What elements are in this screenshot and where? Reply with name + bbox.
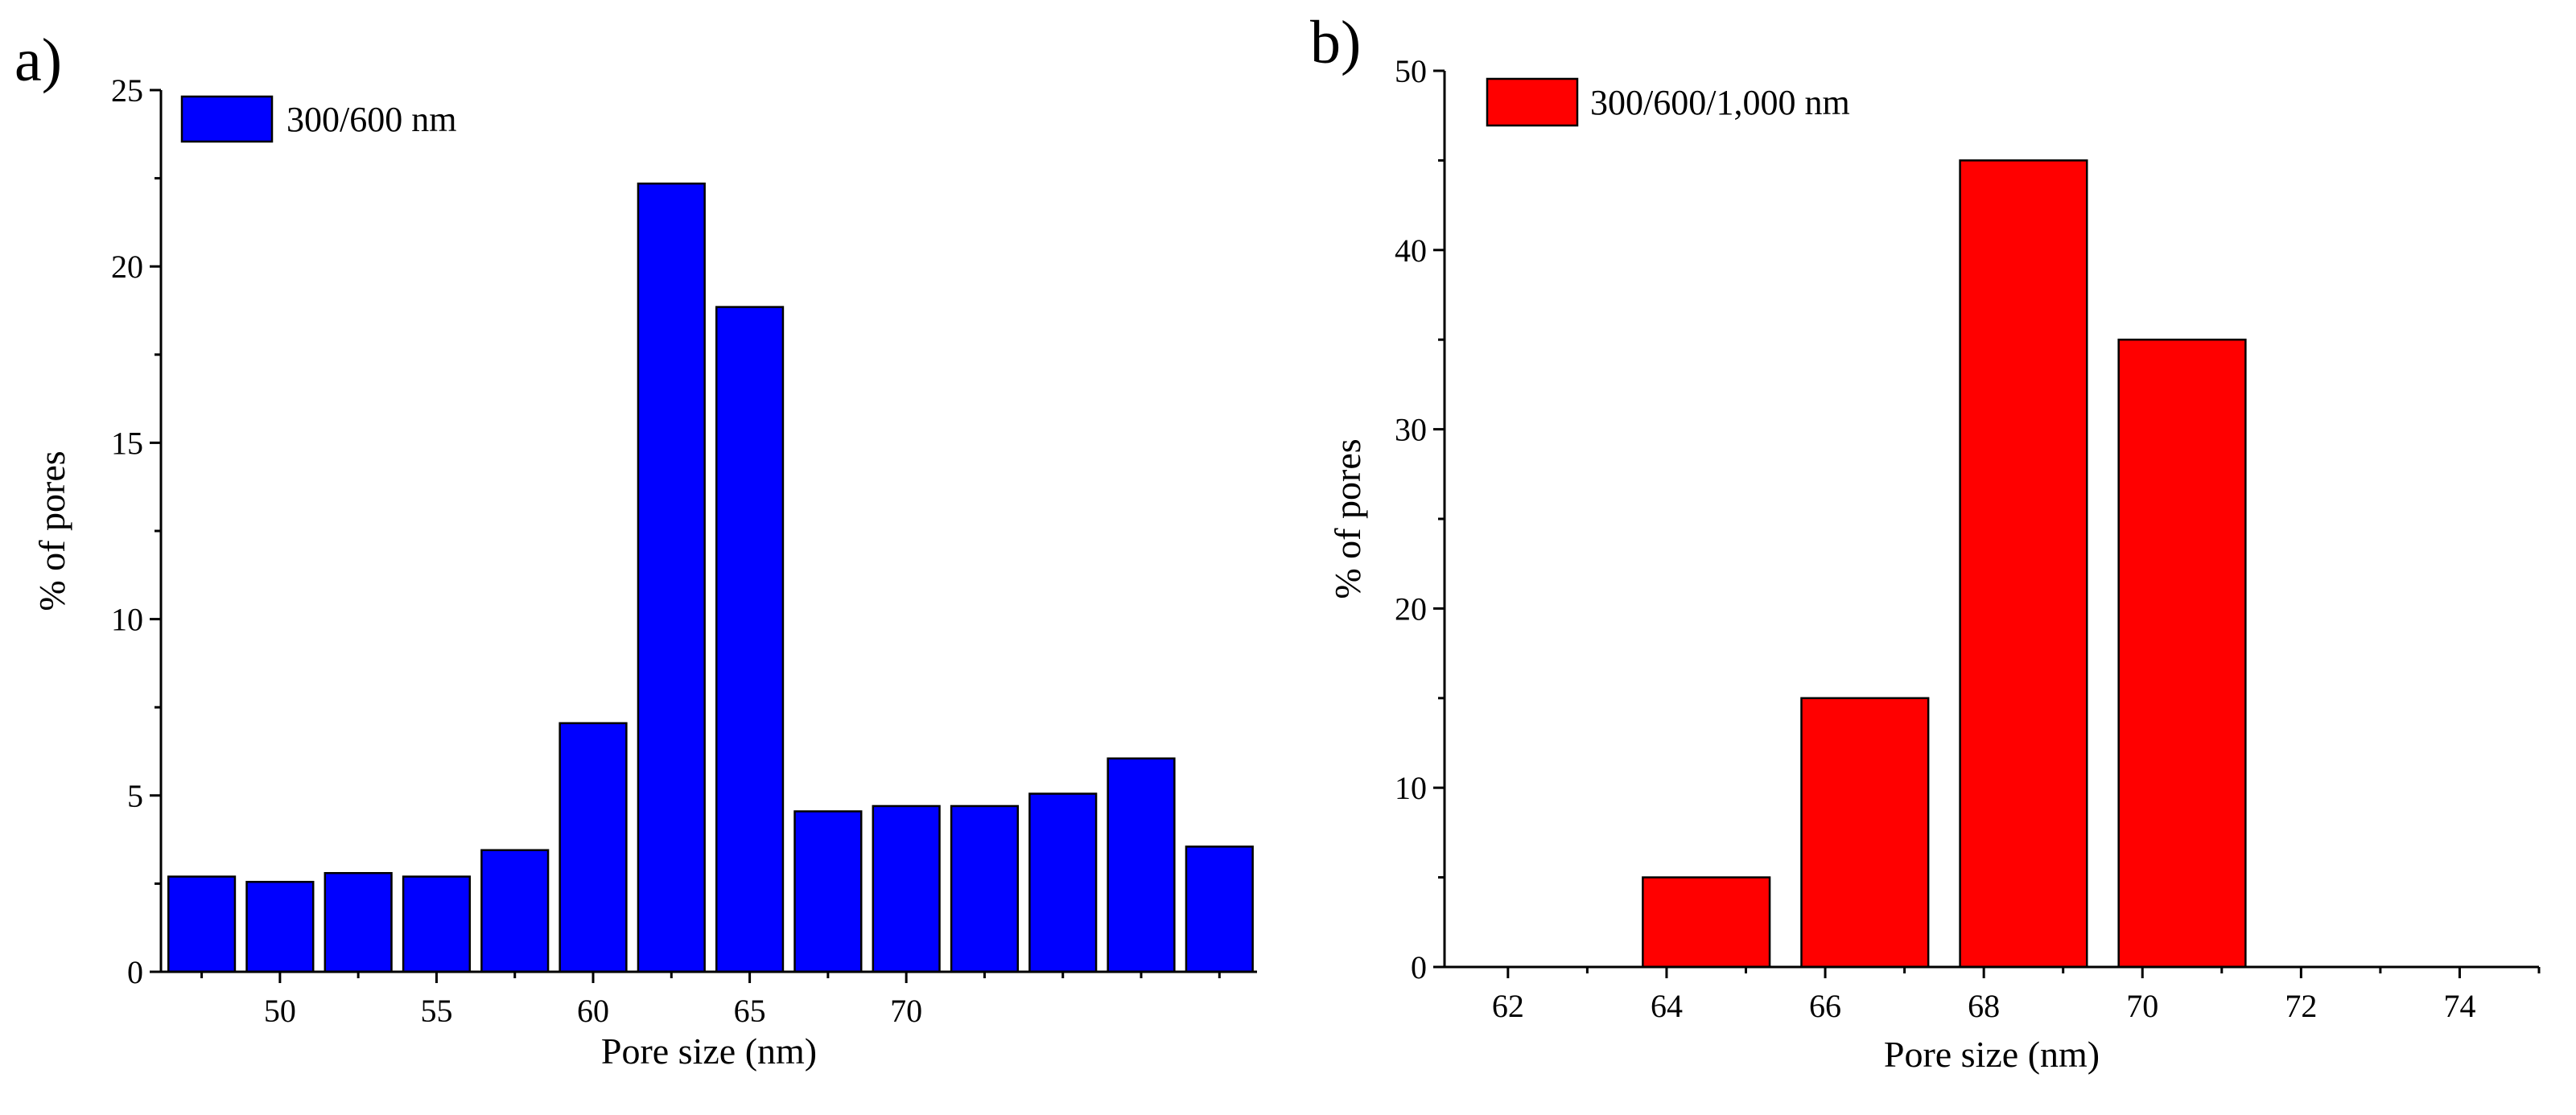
- bar: [1959, 159, 2088, 969]
- bar: [2117, 338, 2247, 969]
- y-tick-label: 0: [127, 954, 143, 990]
- chart-panel-b: 0 10 20 30 40 50 62 64 66 68 70 72 74 Pore size (nm)%…: [1310, 9, 2541, 1075]
- legend-label: 300/600 nm: [286, 100, 456, 139]
- x-tick-label: 60: [577, 993, 609, 1029]
- bar: [324, 871, 393, 973]
- bar: [167, 875, 237, 973]
- y-tick-label: 15: [111, 425, 143, 461]
- y-tick-label: 20: [111, 249, 143, 285]
- bar: [558, 722, 628, 973]
- bar: [1028, 792, 1098, 973]
- y-axis-title: % of pores: [31, 451, 72, 611]
- legend: 300/600/1,000 nm: [1486, 77, 1850, 127]
- bar: [480, 849, 550, 973]
- bar: [402, 875, 472, 973]
- bar: [793, 810, 863, 973]
- panel-label: b): [1310, 9, 1361, 76]
- x-tick-label: 68: [1968, 988, 2000, 1024]
- y-tick-label: 10: [1395, 770, 1427, 806]
- x-axis-title: Pore size (nm): [601, 1031, 817, 1072]
- bar: [715, 306, 785, 973]
- bar: [637, 182, 706, 973]
- bar: [1185, 846, 1254, 973]
- y-tick-label: 0: [1411, 949, 1427, 985]
- x-tick-label: 72: [2285, 988, 2317, 1024]
- x-tick-label: 70: [890, 993, 922, 1029]
- bar: [950, 804, 1020, 973]
- x-tick-label: 50: [264, 993, 296, 1029]
- legend-label: 300/600/1,000 nm: [1590, 83, 1850, 122]
- legend-swatch: [1486, 77, 1579, 127]
- bar: [245, 880, 315, 973]
- legend-swatch: [180, 95, 274, 143]
- y-tick-label: 50: [1395, 53, 1427, 89]
- x-tick-label: 55: [420, 993, 452, 1029]
- y-tick-label: 40: [1395, 232, 1427, 269]
- x-tick-label: 64: [1651, 988, 1683, 1024]
- bar: [1800, 697, 1930, 969]
- y-axis-title: % of pores: [1327, 438, 1368, 599]
- y-tick-label: 25: [111, 72, 143, 109]
- panel-label: a): [14, 27, 62, 94]
- y-tick-label: 10: [111, 602, 143, 638]
- y-tick-label: 30: [1395, 412, 1427, 448]
- x-tick-label: 66: [1809, 988, 1841, 1024]
- y-tick-label: 20: [1395, 590, 1427, 627]
- bar: [1642, 876, 1771, 969]
- chart-panel-a: 0 5 10 15 20 25 50 55 60 65 70 Pore size (nm) % of p…: [14, 27, 1257, 1072]
- bar: [872, 804, 941, 973]
- x-tick-label: 62: [1492, 988, 1524, 1024]
- legend: 300/600 nm: [180, 95, 456, 143]
- x-tick-label: 74: [2443, 988, 2475, 1024]
- x-tick-label: 70: [2126, 988, 2158, 1024]
- x-tick-label: 65: [734, 993, 766, 1029]
- x-axis-title: Pore size (nm): [1884, 1034, 2100, 1075]
- y-tick-label: 5: [127, 778, 143, 814]
- bar: [1107, 757, 1176, 973]
